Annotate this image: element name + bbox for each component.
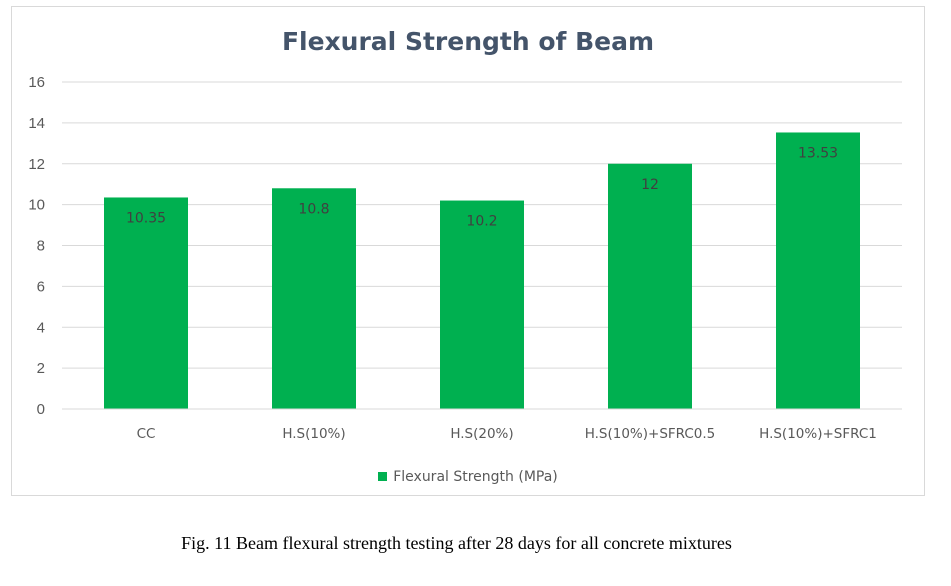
x-category-label: H.S(10%)	[282, 426, 345, 442]
data-label: 12	[641, 177, 659, 193]
y-tick-label: 2	[37, 360, 45, 377]
y-tick-label: 8	[37, 238, 45, 255]
legend: Flexural Strength (MPa)	[12, 469, 924, 485]
bar-chart-plot: 0 2 4 6 8 10 12 14 16 10.35 CC 10.8 H.S(10%) 10.2 H.S(…	[28, 74, 902, 442]
y-tick-label: 12	[28, 156, 45, 173]
x-category-label: H.S(10%)+SFRC1	[759, 426, 877, 442]
chart-frame: Flexural Strength of Beam 0 2 4 6 8 10 12 14 16 1…	[11, 6, 925, 496]
bar	[776, 132, 860, 409]
bar	[104, 197, 188, 409]
y-tick-label: 16	[28, 74, 45, 91]
y-tick-label: 14	[28, 115, 45, 132]
y-tick-label: 10	[28, 197, 45, 214]
chart-title: Flexural Strength of Beam	[281, 27, 655, 56]
y-tick-label: 4	[37, 319, 45, 336]
bar	[272, 188, 356, 409]
data-label: 10.35	[126, 210, 166, 226]
y-tick-label: 0	[37, 401, 45, 418]
data-label: 10.2	[466, 214, 497, 230]
y-tick-label: 6	[37, 278, 45, 295]
data-label: 10.8	[298, 201, 329, 217]
x-category-label: H.S(20%)	[450, 426, 513, 442]
bar	[608, 163, 692, 409]
x-category-label: CC	[137, 426, 156, 442]
legend-swatch	[378, 472, 388, 481]
legend-label: Flexural Strength (MPa)	[393, 469, 558, 485]
x-category-label: H.S(10%)+SFRC0.5	[585, 426, 716, 442]
figure-caption: Fig. 11 Beam flexural strength testing a…	[181, 533, 732, 553]
data-label: 13.53	[798, 145, 838, 161]
bar	[440, 200, 524, 409]
